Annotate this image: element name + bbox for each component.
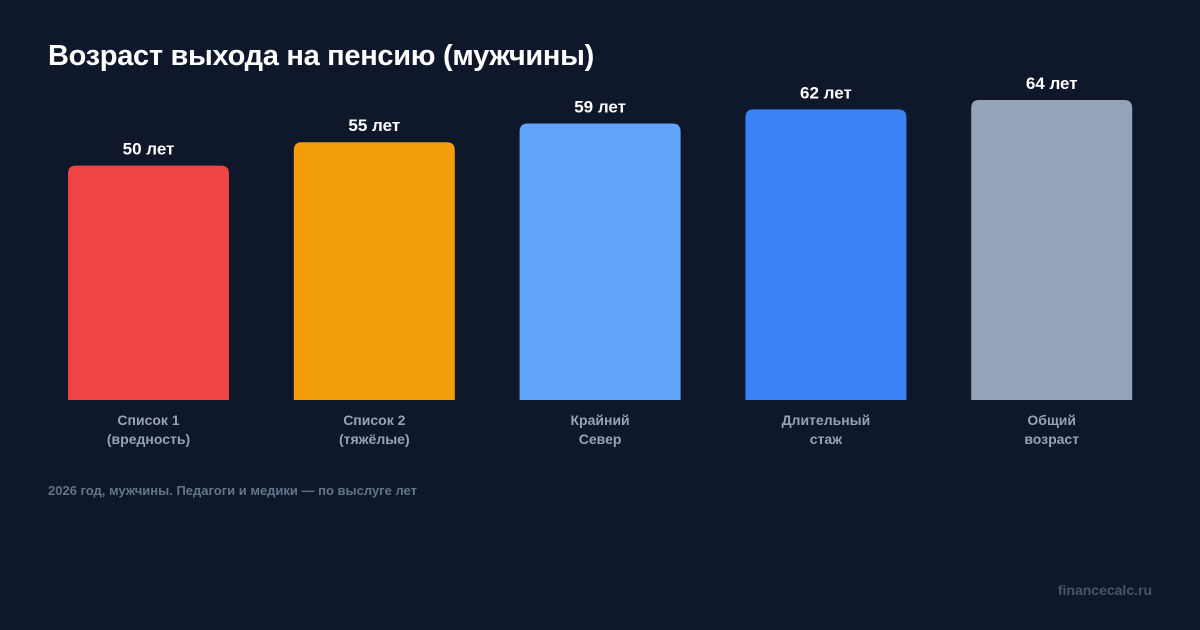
data-label: 50 лет [123,140,175,159]
footnote: 2026 год, мужчины. Педагоги и медики — п… [48,483,417,498]
category-label: Список 2 [343,412,405,428]
bar [745,109,907,400]
bar [971,100,1133,400]
watermark: financecalc.ru [1057,582,1152,598]
category-label: (вредность) [107,431,190,447]
data-label: 59 лет [574,97,626,116]
category-label: (тяжёлые) [339,431,410,447]
bar [519,123,681,400]
data-label: 64 лет [1026,74,1078,93]
category-label: Север [579,431,622,447]
category-label: Общий [1027,412,1076,428]
data-label: 55 лет [348,116,400,135]
category-label: Список 1 [117,412,179,428]
category-label: Длительный [782,412,871,428]
bar [68,165,229,400]
category-label: стаж [810,431,843,447]
category-label: возраст [1024,431,1079,447]
chart-title: Возраст выхода на пенсию (мужчины) [48,40,594,72]
bar [293,142,455,400]
category-label: Крайний [571,412,630,428]
data-label: 62 лет [800,83,852,102]
